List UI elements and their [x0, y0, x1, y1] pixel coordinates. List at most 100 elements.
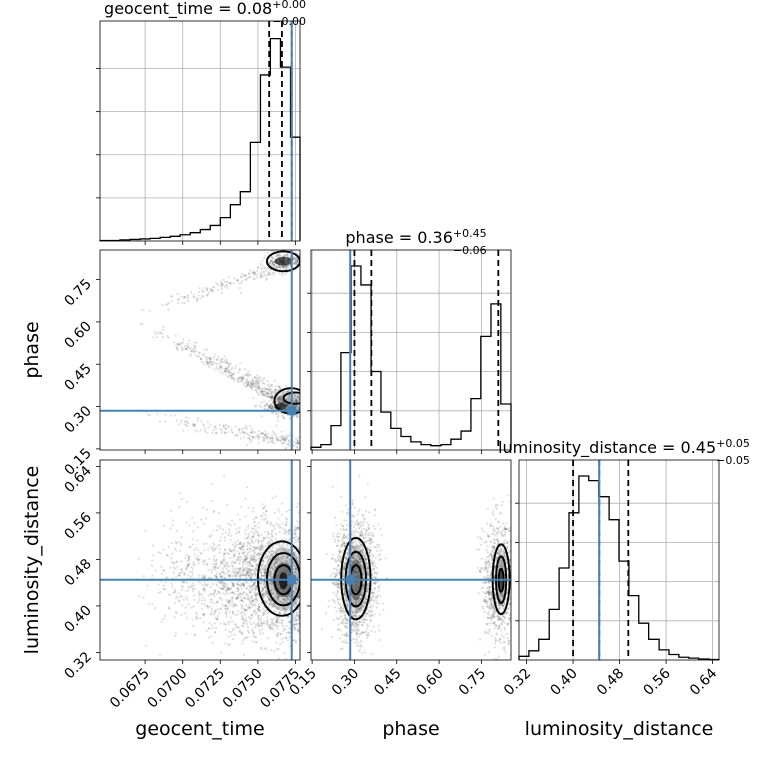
sample-point — [278, 386, 281, 389]
sample-point — [257, 436, 260, 439]
sample-point — [249, 568, 253, 571]
sample-point — [275, 522, 278, 525]
sample-point — [244, 278, 247, 281]
sample-point — [359, 521, 362, 524]
sample-point — [296, 441, 300, 444]
sample-point — [193, 548, 196, 552]
sample-point — [249, 585, 252, 588]
sample-point — [254, 581, 257, 584]
sample-point — [253, 586, 257, 590]
sample-point — [251, 630, 255, 633]
sample-point — [197, 526, 200, 529]
sample-point — [241, 431, 244, 434]
sample-point — [185, 421, 188, 424]
sample-point — [259, 390, 262, 394]
sample-point — [484, 592, 488, 595]
sample-point — [263, 400, 266, 403]
sample-point — [287, 396, 290, 399]
sample-point — [269, 541, 272, 545]
sample-point — [216, 566, 219, 570]
sample-point — [264, 545, 268, 548]
sample-point — [489, 591, 492, 594]
sample-point — [367, 539, 370, 542]
sample-point — [273, 605, 276, 608]
sample-point — [256, 433, 259, 437]
sample-point — [294, 258, 297, 261]
sample-point — [240, 376, 243, 379]
sample-point — [254, 385, 257, 388]
sample-point — [265, 593, 268, 596]
sample-point — [360, 534, 363, 537]
panel-frame — [310, 249, 512, 451]
sample-point — [482, 607, 485, 610]
sample-point — [227, 374, 231, 377]
sample-point — [227, 588, 230, 591]
sample-point — [240, 380, 243, 383]
sample-point — [278, 385, 281, 388]
sample-point — [354, 535, 357, 538]
sample-point — [243, 574, 246, 577]
sample-point — [282, 627, 286, 630]
sample-point — [283, 549, 286, 552]
sample-point — [296, 553, 299, 556]
sample-point — [265, 509, 268, 513]
sample-point — [347, 584, 350, 587]
sample-point — [293, 564, 297, 567]
sample-point — [271, 411, 274, 414]
sample-point — [293, 536, 296, 539]
sample-point — [254, 431, 257, 434]
sample-point — [275, 435, 278, 438]
sample-point — [185, 632, 188, 635]
sample-point — [209, 290, 212, 293]
sample-point — [251, 385, 254, 388]
sample-point — [297, 622, 300, 625]
sample-point — [372, 567, 376, 570]
sample-point — [267, 273, 270, 276]
sample-point — [261, 587, 264, 590]
sample-point — [270, 395, 274, 398]
sample-point — [240, 379, 243, 383]
sample-point — [269, 390, 272, 393]
sample-point — [246, 540, 250, 543]
sample-point — [273, 562, 276, 566]
sample-point — [288, 609, 291, 612]
sample-point — [260, 574, 263, 577]
sample-point — [236, 581, 239, 584]
sample-point — [282, 555, 285, 558]
sample-point — [229, 630, 233, 634]
sample-point — [203, 575, 206, 578]
sample-point — [272, 261, 275, 264]
sample-point — [223, 548, 226, 551]
sample-point — [483, 599, 486, 602]
sample-point — [261, 611, 264, 614]
sample-point — [193, 349, 196, 352]
sample-point — [286, 266, 289, 269]
sample-point — [296, 400, 299, 403]
sample-point — [187, 603, 190, 606]
sample-point — [278, 397, 281, 400]
sample-point — [275, 413, 278, 416]
sample-point — [297, 628, 300, 632]
sample-point — [344, 641, 347, 644]
sample-point — [254, 379, 257, 383]
sample-point — [293, 261, 296, 265]
sample-point — [262, 393, 266, 396]
sample-point — [274, 495, 277, 498]
sample-point — [276, 560, 279, 563]
sample-point — [205, 358, 209, 361]
sample-point — [296, 540, 299, 543]
sample-point — [254, 546, 257, 550]
sample-point — [220, 561, 223, 564]
sample-point — [156, 331, 159, 334]
sample-point — [233, 367, 237, 370]
sample-point — [179, 343, 182, 346]
sample-point — [234, 541, 237, 544]
sample-point — [200, 593, 204, 597]
title-sup: +0.05 — [716, 437, 750, 450]
sample-point — [262, 438, 265, 441]
y-tick-label: 0.40 — [61, 602, 94, 635]
sample-point — [295, 567, 298, 570]
sample-point — [194, 354, 197, 357]
sample-point — [272, 266, 275, 269]
sample-point — [259, 631, 262, 634]
